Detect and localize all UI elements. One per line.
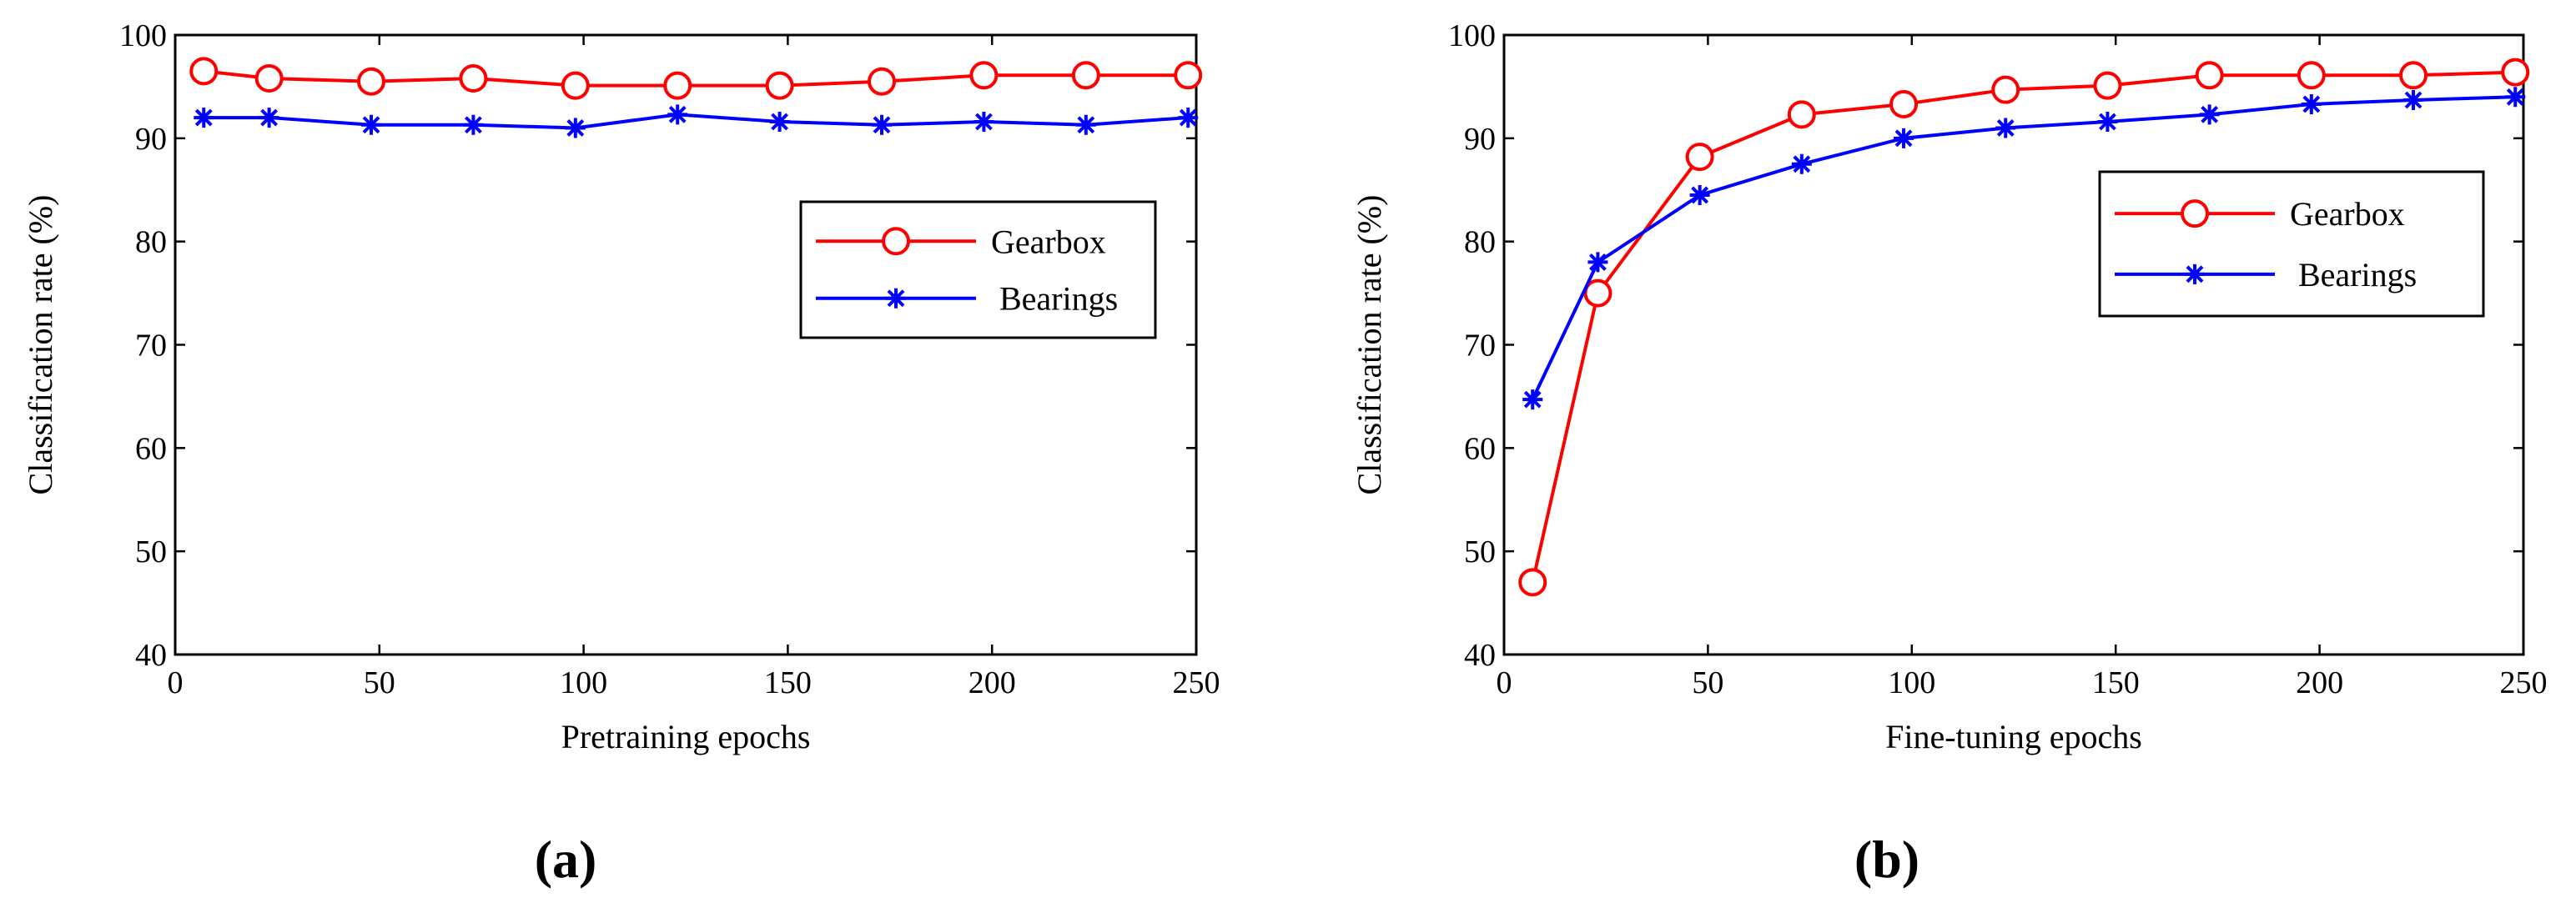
legend-marker-gearbox: [2181, 199, 2209, 228]
panel-b: 0 50 100 150 200 250 40 50 60 70 80 90 100 Fine-tunin…: [1351, 18, 2548, 889]
y-tick-label: 80: [1464, 225, 1496, 260]
panel-a: 0 50 100 150 200 250 40 50 60 70 80 90 100 Pretrainin…: [22, 18, 1220, 889]
data-point-bearings: [2403, 90, 2424, 111]
legend-label-bearings: Bearings: [999, 280, 1118, 318]
data-point-bearings: [1791, 153, 1812, 174]
y-tick-label: 60: [135, 431, 167, 466]
series-line-gearbox: [204, 69, 1189, 88]
legend-marker-gearbox: [882, 227, 910, 256]
series-line-bearings: [204, 113, 1189, 130]
data-point-gearbox: [1991, 75, 2020, 104]
data-point-bearings: [2301, 93, 2322, 114]
legend-box: [2098, 170, 2485, 318]
data-point-bearings: [259, 108, 279, 128]
y-tick-label: 70: [135, 329, 167, 364]
data-point-bearings: [2097, 112, 2118, 133]
data-point-bearings: [872, 114, 893, 135]
data-point-bearings: [1894, 128, 1914, 148]
data-point-bearings: [1995, 118, 2016, 138]
data-point-gearbox: [663, 71, 692, 100]
y-tick-label: 80: [135, 225, 167, 260]
legend-label-bearings: Bearings: [2298, 256, 2417, 293]
y-axis-label: Classification rate (%): [1351, 195, 1388, 495]
data-point-bearings: [667, 104, 688, 125]
y-tick-label: 100: [119, 18, 167, 53]
x-axis-label: Pretraining epochs: [561, 718, 811, 755]
data-point-gearbox: [561, 71, 590, 100]
panel-label: (b): [1854, 830, 1919, 889]
data-point-gearbox: [1174, 61, 1203, 90]
y-tick-label: 70: [1464, 329, 1496, 364]
y-tick-label: 40: [1464, 638, 1496, 673]
data-point-gearbox: [2297, 61, 2326, 90]
data-point-bearings: [361, 114, 382, 135]
y-tick-label: 50: [1464, 534, 1496, 569]
data-point-gearbox: [357, 67, 386, 96]
legend-label-gearbox: Gearbox: [2290, 195, 2405, 233]
data-point-gearbox: [254, 64, 284, 93]
data-point-bearings: [194, 108, 214, 128]
data-point-bearings: [1075, 114, 1096, 135]
plot-frame: [174, 33, 1198, 656]
x-tick-label: 150: [764, 665, 812, 700]
legend: Gearbox Bearings: [2098, 170, 2485, 318]
y-axis-label: Classification rate (%): [22, 195, 59, 495]
legend-box: [799, 200, 1157, 339]
data-point-bearings: [463, 114, 484, 135]
data-point-bearings: [1178, 108, 1199, 128]
data-point-gearbox: [189, 57, 219, 86]
data-point-gearbox: [2093, 71, 2122, 100]
data-point-bearings: [1587, 252, 1608, 273]
x-tick-label: 200: [2296, 665, 2343, 700]
data-point-bearings: [1522, 389, 1543, 410]
x-tick-label: 0: [168, 665, 184, 700]
panel-label: (a): [535, 830, 597, 889]
x-tick-label: 250: [2500, 665, 2548, 700]
data-point-gearbox: [2501, 58, 2530, 87]
x-tick-label: 250: [1173, 665, 1220, 700]
x-axis-label: Fine-tuning epochs: [1885, 718, 2142, 755]
series-line-gearbox: [1531, 70, 2516, 583]
x-tick-label: 200: [969, 665, 1016, 700]
data-point-bearings: [565, 118, 586, 138]
data-point-gearbox: [765, 71, 794, 100]
x-tick-label: 50: [364, 665, 395, 700]
y-tick-label: 90: [1464, 122, 1496, 157]
data-point-gearbox: [1787, 100, 1816, 129]
data-point-gearbox: [1583, 278, 1613, 308]
x-tick-label: 150: [2092, 665, 2140, 700]
data-point-gearbox: [868, 67, 897, 96]
data-point-gearbox: [1071, 61, 1100, 90]
legend: Gearbox Bearings: [799, 200, 1157, 339]
data-point-gearbox: [969, 61, 999, 90]
x-tick-label: 100: [560, 665, 607, 700]
y-tick-label: 60: [1464, 431, 1496, 466]
x-tick-label: 0: [1497, 665, 1512, 700]
data-point-gearbox: [1889, 89, 1919, 118]
data-point-bearings: [974, 112, 994, 133]
y-tick-label: 40: [135, 638, 167, 673]
data-point-gearbox: [1518, 568, 1547, 597]
y-tick-label: 50: [135, 534, 167, 569]
data-point-bearings: [769, 112, 790, 133]
data-point-gearbox: [1685, 143, 1714, 172]
data-point-bearings: [1689, 184, 1710, 205]
legend-label-gearbox: Gearbox: [991, 223, 1106, 260]
data-point-bearings: [2199, 104, 2220, 125]
data-point-bearings: [2505, 87, 2526, 108]
legend-marker-bearings: [2185, 263, 2205, 284]
data-point-gearbox: [459, 64, 488, 93]
data-point-gearbox: [2399, 61, 2428, 90]
y-tick-label: 100: [1448, 18, 1496, 53]
x-tick-label: 50: [1692, 665, 1723, 700]
x-tick-label: 100: [1888, 665, 1935, 700]
y-tick-label: 90: [135, 122, 167, 157]
legend-marker-bearings: [886, 288, 906, 309]
data-point-gearbox: [2195, 61, 2224, 90]
